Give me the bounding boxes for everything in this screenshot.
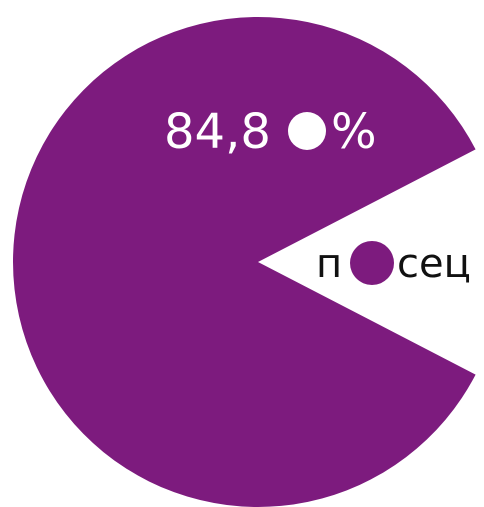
word-label-prefix: п (316, 241, 342, 287)
word-label-suffix: сец (397, 241, 471, 287)
value-label-dot (288, 112, 326, 150)
value-label-percent: % (331, 104, 377, 160)
word-label-dot (350, 241, 394, 285)
pie-slice-main (12, 16, 476, 507)
value-label-number: 84,8 (164, 104, 271, 160)
